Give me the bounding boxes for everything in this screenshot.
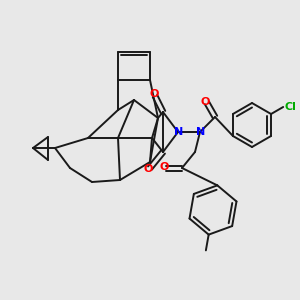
Text: O: O: [159, 162, 169, 172]
Text: Cl: Cl: [284, 102, 296, 112]
Text: O: O: [200, 97, 210, 107]
Text: N: N: [196, 127, 206, 137]
Text: O: O: [149, 89, 159, 99]
Text: O: O: [143, 164, 153, 174]
Text: N: N: [174, 127, 184, 137]
